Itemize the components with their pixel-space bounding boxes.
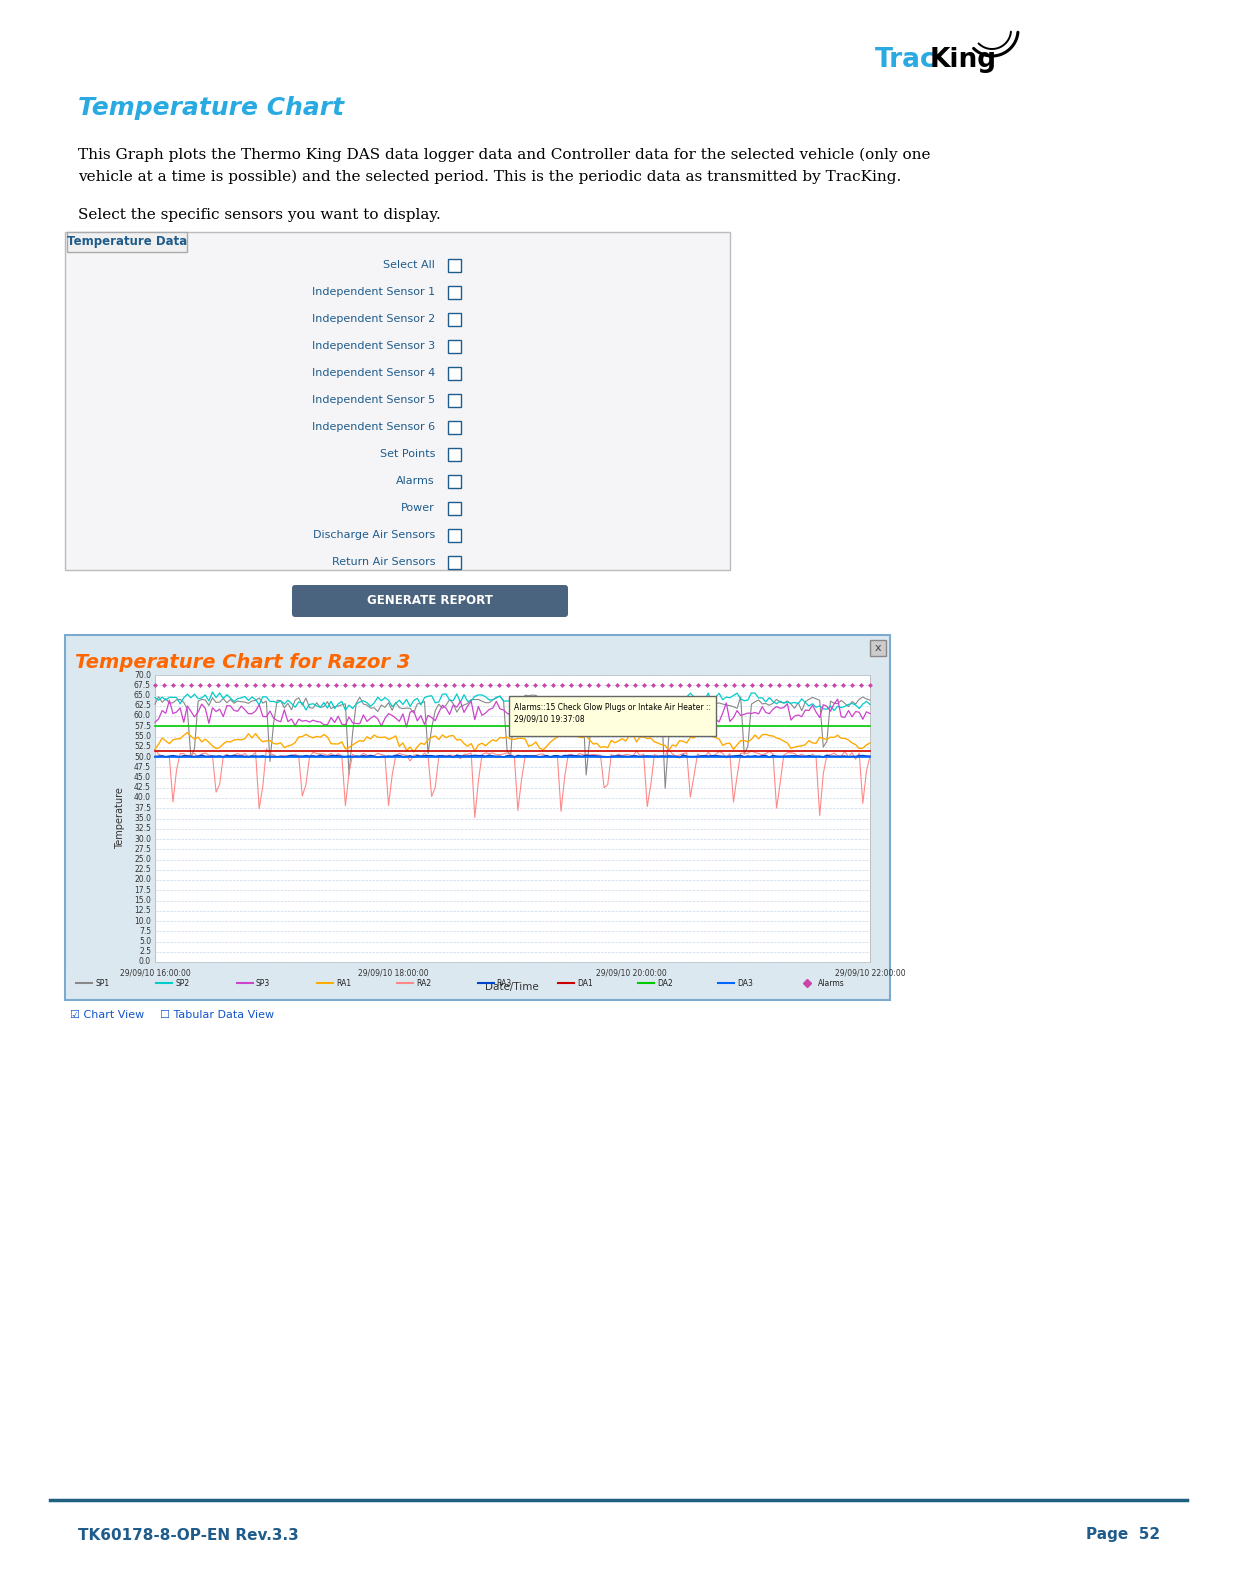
Bar xyxy=(448,394,461,406)
Text: Return Air Sensors: Return Air Sensors xyxy=(332,558,435,567)
Text: Alarms: Alarms xyxy=(396,476,435,487)
Text: 10.0: 10.0 xyxy=(134,917,151,926)
Text: 17.5: 17.5 xyxy=(134,885,151,895)
Text: 5.0: 5.0 xyxy=(139,937,151,947)
Text: 0.0: 0.0 xyxy=(139,958,151,967)
Text: 45.0: 45.0 xyxy=(134,773,151,783)
Text: Independent Sensor 4: Independent Sensor 4 xyxy=(312,369,435,378)
Text: x: x xyxy=(875,643,881,654)
Text: Alarms: Alarms xyxy=(818,978,845,988)
Bar xyxy=(448,476,461,488)
Text: ☐ Tabular Data View: ☐ Tabular Data View xyxy=(160,1010,275,1021)
Text: 40.0: 40.0 xyxy=(134,794,151,803)
Text: 42.5: 42.5 xyxy=(134,783,151,792)
Bar xyxy=(67,232,187,252)
Text: Date/Time: Date/Time xyxy=(485,981,539,992)
Bar xyxy=(448,258,461,272)
Text: Temperature Data: Temperature Data xyxy=(67,236,187,249)
Text: Power: Power xyxy=(401,502,435,513)
Text: Alarms::15 Check Glow Plugs or Intake Air Heater ::: Alarms::15 Check Glow Plugs or Intake Ai… xyxy=(515,702,711,712)
Text: Select All: Select All xyxy=(383,260,435,269)
Text: 29/09/10 22:00:00: 29/09/10 22:00:00 xyxy=(835,969,905,978)
Text: Set Points: Set Points xyxy=(380,449,435,458)
Bar xyxy=(448,313,461,326)
Bar xyxy=(448,287,461,299)
Text: Select the specific sensors you want to display.: Select the specific sensors you want to … xyxy=(78,208,440,222)
Text: ☑ Chart View: ☑ Chart View xyxy=(71,1010,145,1021)
Bar xyxy=(66,635,889,1000)
Text: DA3: DA3 xyxy=(737,978,753,988)
Text: Temperature: Temperature xyxy=(115,788,125,849)
Text: RA3: RA3 xyxy=(496,978,512,988)
Bar xyxy=(448,367,461,380)
Text: Independent Sensor 2: Independent Sensor 2 xyxy=(312,313,435,324)
Text: Trac: Trac xyxy=(875,47,936,72)
FancyBboxPatch shape xyxy=(292,584,568,617)
Text: 25.0: 25.0 xyxy=(134,855,151,865)
Text: 29/09/10 20:00:00: 29/09/10 20:00:00 xyxy=(596,969,667,978)
Text: 35.0: 35.0 xyxy=(134,814,151,824)
Bar xyxy=(66,232,730,570)
Text: 50.0: 50.0 xyxy=(134,753,151,761)
Text: 57.5: 57.5 xyxy=(134,721,151,731)
Text: DA1: DA1 xyxy=(576,978,593,988)
Text: 65.0: 65.0 xyxy=(134,691,151,699)
Text: Independent Sensor 6: Independent Sensor 6 xyxy=(312,422,435,432)
Text: 60.0: 60.0 xyxy=(134,712,151,720)
Text: Discharge Air Sensors: Discharge Air Sensors xyxy=(313,531,435,540)
Text: Temperature Chart: Temperature Chart xyxy=(78,96,344,120)
Bar xyxy=(448,502,461,515)
Bar xyxy=(448,447,461,461)
Text: SP2: SP2 xyxy=(176,978,189,988)
Text: SP1: SP1 xyxy=(95,978,109,988)
Text: 37.5: 37.5 xyxy=(134,803,151,813)
Text: 32.5: 32.5 xyxy=(134,824,151,833)
Text: 27.5: 27.5 xyxy=(134,844,151,854)
Text: DA2: DA2 xyxy=(657,978,673,988)
Text: 62.5: 62.5 xyxy=(134,701,151,710)
Text: 29/09/10 18:00:00: 29/09/10 18:00:00 xyxy=(357,969,429,978)
Text: 12.5: 12.5 xyxy=(135,906,151,915)
Bar xyxy=(448,340,461,353)
Text: RA1: RA1 xyxy=(336,978,351,988)
Text: Temperature Chart for Razor 3: Temperature Chart for Razor 3 xyxy=(75,654,411,673)
Text: 22.5: 22.5 xyxy=(135,865,151,874)
Text: King: King xyxy=(930,47,997,72)
Text: 55.0: 55.0 xyxy=(134,732,151,740)
Text: 67.5: 67.5 xyxy=(134,680,151,690)
Text: SP3: SP3 xyxy=(256,978,270,988)
Text: Page  52: Page 52 xyxy=(1086,1528,1160,1542)
Text: This Graph plots the Thermo King DAS data logger data and Controller data for th: This Graph plots the Thermo King DAS dat… xyxy=(78,148,930,162)
Bar xyxy=(448,529,461,542)
Bar xyxy=(448,421,461,435)
Text: 2.5: 2.5 xyxy=(139,947,151,956)
Text: 70.0: 70.0 xyxy=(134,671,151,679)
FancyBboxPatch shape xyxy=(508,696,716,736)
Text: 15.0: 15.0 xyxy=(134,896,151,906)
Text: Independent Sensor 3: Independent Sensor 3 xyxy=(312,342,435,351)
Text: vehicle at a time is possible) and the selected period. This is the periodic dat: vehicle at a time is possible) and the s… xyxy=(78,170,902,184)
Text: Independent Sensor 5: Independent Sensor 5 xyxy=(312,395,435,405)
Bar xyxy=(448,556,461,569)
Text: 7.5: 7.5 xyxy=(139,926,151,936)
Text: GENERATE REPORT: GENERATE REPORT xyxy=(367,594,492,608)
Text: 29/09/10 19:37:08: 29/09/10 19:37:08 xyxy=(515,715,585,725)
Bar xyxy=(870,639,886,657)
Text: 52.5: 52.5 xyxy=(134,742,151,751)
Bar xyxy=(155,676,870,962)
Bar xyxy=(66,972,889,994)
Text: 30.0: 30.0 xyxy=(134,835,151,844)
Text: 47.5: 47.5 xyxy=(134,762,151,772)
Text: Independent Sensor 1: Independent Sensor 1 xyxy=(312,287,435,298)
Text: 20.0: 20.0 xyxy=(134,876,151,885)
Text: 29/09/10 16:00:00: 29/09/10 16:00:00 xyxy=(120,969,190,978)
Text: RA2: RA2 xyxy=(416,978,432,988)
Text: TK60178-8-OP-EN Rev.3.3: TK60178-8-OP-EN Rev.3.3 xyxy=(78,1528,299,1542)
